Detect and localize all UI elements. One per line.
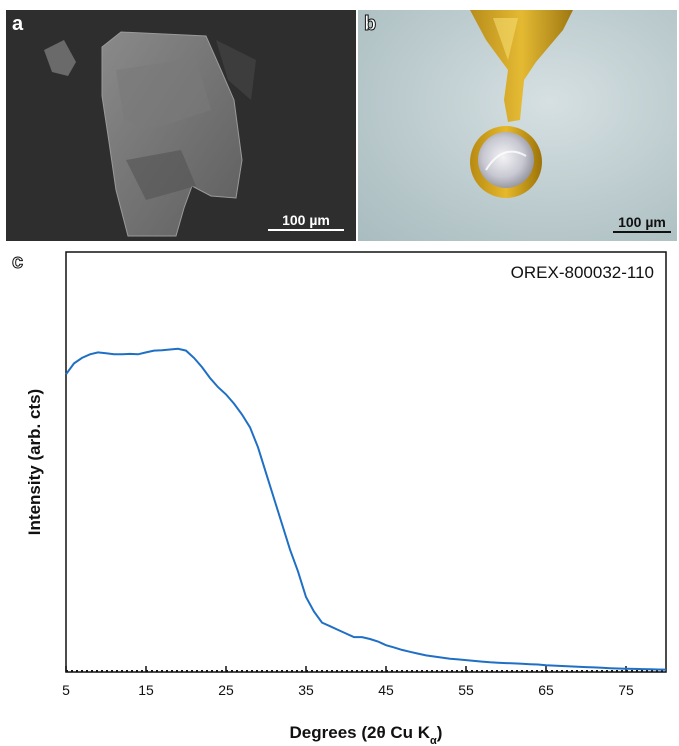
scale-bar-a: 100 µm <box>268 212 344 231</box>
x-tick-label: 55 <box>458 682 474 698</box>
sample-annotation: OREX-800032-110 <box>511 263 654 282</box>
sem-image-panel: a 100 µm <box>6 10 356 241</box>
sem-particle-image <box>6 10 356 241</box>
x-tick-label: 75 <box>618 682 634 698</box>
x-tick-label: 15 <box>138 682 154 698</box>
x-axis-title-subscript: α <box>430 735 437 746</box>
panel-letter-c: c <box>11 251 24 274</box>
x-axis-title-main: Degrees (2θ Cu K <box>290 723 431 742</box>
plot-frame <box>65 251 667 673</box>
x-axis-ticks <box>65 666 627 672</box>
x-axis-title: Degrees (2θ Cu Kα) <box>290 723 443 746</box>
x-tick-label: 45 <box>378 682 394 698</box>
scale-bar-line-a <box>268 229 344 231</box>
panel-letter-a: a <box>12 13 24 35</box>
panel-letter-b: b <box>363 13 377 36</box>
x-tick-label: 25 <box>218 682 234 698</box>
y-axis-title: Intensity (arb. cts) <box>25 389 44 535</box>
x-axis-tick-labels: 5 15 25 35 45 55 65 75 <box>62 682 634 698</box>
xrd-chart: 5 15 25 35 45 55 65 75 OREX-800032-110 Degrees … <box>25 251 667 746</box>
scale-bar-b: 100 µm <box>613 214 671 233</box>
xrd-pattern-line <box>65 347 667 671</box>
scale-bar-label-a: 100 µm <box>282 212 330 228</box>
x-tick-label: 65 <box>538 682 554 698</box>
optical-image-panel: b 100 µm <box>358 10 677 241</box>
x-tick-label: 5 <box>62 682 70 698</box>
x-tick-label: 35 <box>298 682 314 698</box>
scale-bar-line-b <box>613 231 671 233</box>
scale-bar-label-b: 100 µm <box>618 214 666 230</box>
x-axis-title-close: ) <box>437 723 443 742</box>
sample-loop-image <box>470 10 573 198</box>
